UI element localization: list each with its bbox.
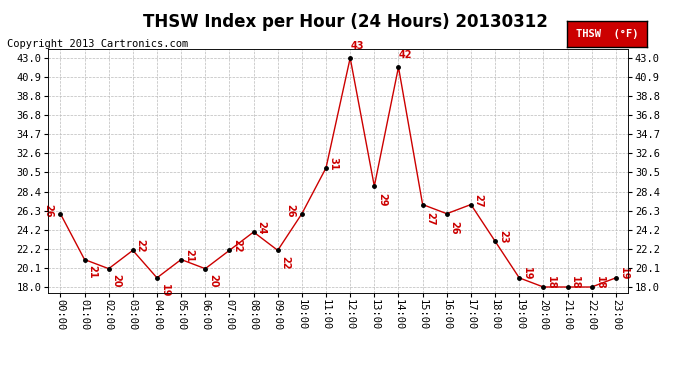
Text: 31: 31 <box>329 157 339 171</box>
Text: 26: 26 <box>285 204 295 218</box>
Text: 18: 18 <box>595 276 604 290</box>
Text: 19: 19 <box>160 284 170 297</box>
Text: 18: 18 <box>546 276 556 290</box>
Text: THSW  (°F): THSW (°F) <box>575 29 638 39</box>
Text: 18: 18 <box>571 276 580 290</box>
Text: 22: 22 <box>136 239 146 253</box>
Text: 22: 22 <box>281 256 290 270</box>
Text: 26: 26 <box>43 204 54 218</box>
Text: 19: 19 <box>619 267 629 280</box>
Text: Copyright 2013 Cartronics.com: Copyright 2013 Cartronics.com <box>7 39 188 50</box>
Text: 22: 22 <box>233 239 242 253</box>
Text: 42: 42 <box>399 50 412 60</box>
Text: 26: 26 <box>450 221 460 234</box>
Text: 23: 23 <box>498 230 508 244</box>
Text: 43: 43 <box>351 41 364 51</box>
Text: 21: 21 <box>88 265 97 279</box>
Text: 29: 29 <box>377 194 387 207</box>
Text: THSW Index per Hour (24 Hours) 20130312: THSW Index per Hour (24 Hours) 20130312 <box>143 13 547 31</box>
Text: 20: 20 <box>208 274 218 288</box>
Text: 27: 27 <box>426 211 435 225</box>
Text: 21: 21 <box>184 249 194 262</box>
Text: 24: 24 <box>257 221 266 235</box>
Text: 19: 19 <box>522 267 532 280</box>
Text: 27: 27 <box>474 194 484 207</box>
Text: 20: 20 <box>112 274 121 288</box>
